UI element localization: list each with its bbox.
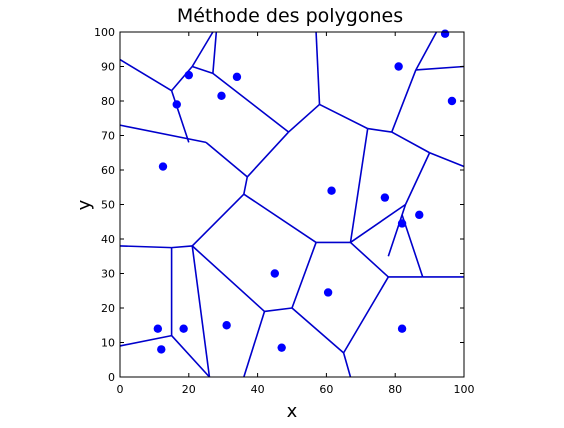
- polygon-edge: [315, 31, 321, 105]
- polygon-edge: [291, 307, 345, 354]
- y-tick-label: 0: [108, 371, 115, 384]
- data-point: [323, 288, 333, 297]
- polygon-edge: [243, 176, 249, 195]
- polygon-edge: [404, 152, 431, 205]
- data-point: [327, 186, 336, 195]
- polygon-edge: [171, 335, 211, 378]
- polygon-edge: [243, 193, 317, 244]
- x-tick-label: 60: [319, 383, 333, 396]
- data-point: [397, 324, 407, 333]
- polygon-edge: [387, 204, 407, 257]
- polygon-edge: [246, 131, 290, 178]
- data-point: [158, 162, 168, 171]
- x-tick-label: 20: [182, 383, 196, 396]
- polygon-edge: [119, 245, 172, 249]
- polygon-edge: [429, 152, 465, 168]
- polygon-edge: [415, 65, 465, 71]
- polygon-edge: [205, 141, 248, 178]
- polygon-edge: [350, 203, 406, 244]
- polygon-edge: [349, 241, 389, 278]
- x-tick-label: 100: [454, 383, 475, 396]
- y-tick-label: 20: [101, 302, 115, 315]
- data-point: [232, 72, 242, 82]
- polygon-edge: [191, 245, 266, 313]
- chart-title: Méthode des polygones: [177, 5, 403, 27]
- data-point: [380, 193, 390, 202]
- polygon-edge: [191, 193, 245, 247]
- x-tick-label: 80: [388, 383, 402, 396]
- y-tick-label: 40: [101, 233, 115, 246]
- x-ticks: 0 20 40 60 80 100: [117, 32, 475, 396]
- polygon-edge: [191, 31, 214, 67]
- polygon-edge: [171, 245, 193, 249]
- y-tick-label: 10: [101, 337, 115, 350]
- data-point: [222, 321, 231, 330]
- polygon-edge: [319, 103, 369, 130]
- polygon-edge: [243, 311, 266, 378]
- data-point: [394, 62, 403, 71]
- data-point: [172, 100, 181, 109]
- polygon-edge: [119, 334, 172, 347]
- y-tick-label: 90: [101, 61, 115, 74]
- x-tick-label: 0: [117, 383, 124, 396]
- data-point: [184, 70, 193, 80]
- polygon-edge: [415, 31, 438, 71]
- data-point: [440, 29, 450, 38]
- data-point: [217, 91, 226, 101]
- data-point: [153, 324, 163, 333]
- polygon-edge: [170, 65, 193, 92]
- data-points: [153, 29, 457, 354]
- data-point: [179, 324, 188, 333]
- polygon-edge: [288, 103, 321, 133]
- polygon-edge: [119, 58, 173, 92]
- polygon-edge: [119, 124, 207, 144]
- polygon-edge: [342, 352, 352, 378]
- data-point: [447, 96, 457, 106]
- y-tick-label: 100: [94, 26, 115, 39]
- y-tick-label: 50: [101, 199, 115, 212]
- y-ticks: 0 10 20 30 40 50 60 70 80 90 100: [94, 26, 464, 384]
- polygon-edge: [212, 72, 290, 133]
- data-point: [277, 343, 286, 352]
- polygon-edge: [191, 245, 211, 378]
- polygon-edge: [391, 131, 430, 154]
- data-point: [157, 345, 166, 354]
- y-tick-label: 70: [101, 130, 115, 143]
- polygon-edge: [367, 127, 392, 133]
- x-axis-label: x: [287, 401, 298, 422]
- polygon-edge: [391, 69, 417, 133]
- polygon-edge: [291, 242, 317, 309]
- y-tick-label: 80: [101, 95, 115, 108]
- data-point: [397, 219, 407, 228]
- polygon-edge: [170, 90, 190, 143]
- polygon-edges: [119, 31, 465, 378]
- polygon-edge: [191, 65, 214, 75]
- x-tick-label: 40: [251, 383, 265, 396]
- y-tick-label: 30: [101, 268, 115, 281]
- y-tick-label: 60: [101, 164, 115, 177]
- polygon-edge: [264, 307, 293, 313]
- polygon-edge: [342, 276, 390, 354]
- y-axis-label: y: [74, 199, 95, 210]
- data-point: [270, 269, 279, 278]
- polygon-edge: [349, 128, 369, 243]
- data-point: [415, 210, 424, 220]
- polygon-edge: [212, 31, 218, 74]
